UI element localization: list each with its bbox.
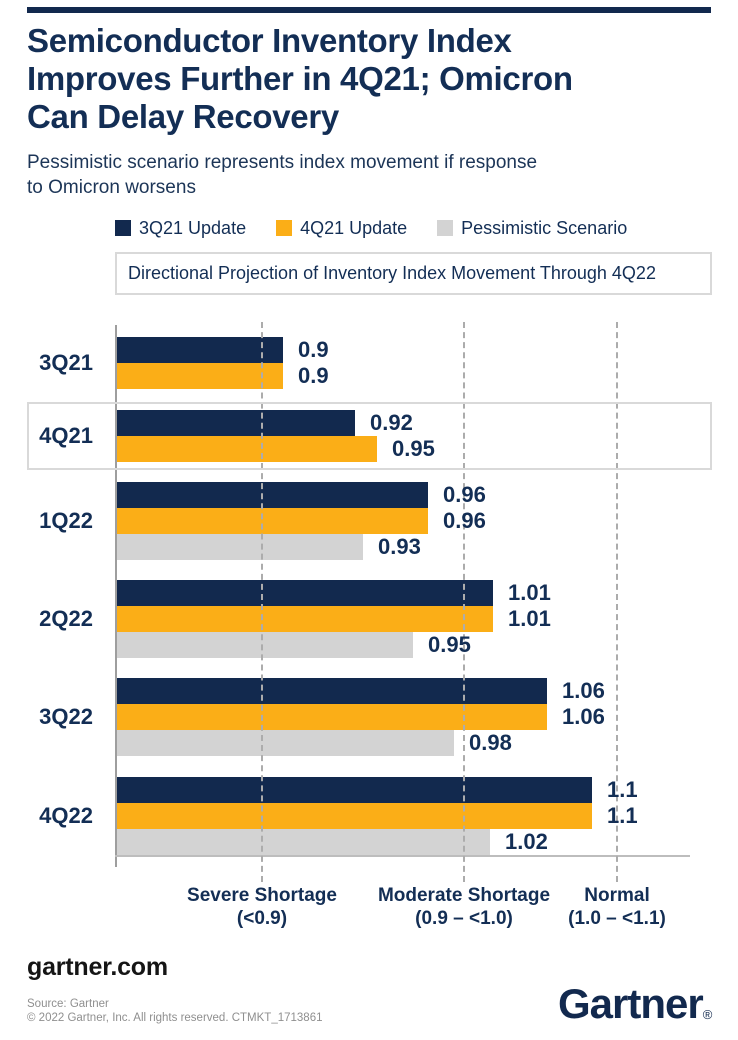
zone-label-range: (1.0 – <1.1): [568, 908, 666, 929]
bar-value-1q22-pessimistic-scenario: 0.93: [378, 534, 421, 559]
bar-value-2q22-4q21-update: 1.01: [508, 606, 551, 631]
bar-value-1q22-3q21-update: 0.96: [443, 482, 486, 507]
category-label-3q21: 3Q21: [39, 350, 93, 375]
bar-value-3q22-4q21-update: 1.06: [562, 704, 605, 729]
source-line: Source: Gartner: [27, 998, 109, 1010]
page-subtitle: Pessimistic scenario represents index mo…: [27, 152, 538, 198]
bar-1q22-3q21-update: [117, 482, 428, 508]
top-accent-bar: [27, 7, 711, 13]
x-axis-line: [115, 855, 690, 857]
legend-item-pessimistic-scenario: Pessimistic Scenario: [437, 218, 627, 239]
bar-3q21-4q21-update: [117, 363, 283, 389]
bar-value-4q21-4q21-update: 0.95: [392, 436, 435, 461]
bar-1q22-4q21-update: [117, 508, 428, 534]
bar-value-4q22-3q21-update: 1.1: [607, 777, 638, 802]
gartner-com-link[interactable]: gartner.com: [27, 953, 168, 981]
bar-value-3q22-3q21-update: 1.06: [562, 678, 605, 703]
category-label-3q22: 3Q22: [39, 704, 93, 729]
x-axis-zone-label-normal: Normal (1.0 – <1.1): [497, 884, 737, 930]
category-label-2q22: 2Q22: [39, 606, 93, 631]
bar-value-4q22-4q21-update: 1.1: [607, 803, 638, 828]
zone-gridline-1: [463, 322, 465, 882]
copyright-line: © 2022 Gartner, Inc. All rights reserved…: [27, 1012, 323, 1024]
page-title: Semiconductor Inventory Index Improves F…: [27, 22, 573, 135]
chart-legend: 3Q21 Update 4Q21 Update Pessimistic Scen…: [115, 218, 715, 238]
bar-2q22-4q21-update: [117, 606, 493, 632]
chart-caption-box: Directional Projection of Inventory Inde…: [115, 252, 712, 295]
chart-caption-text: Directional Projection of Inventory Inde…: [128, 263, 656, 283]
legend-swatch-gray: [437, 220, 454, 236]
category-label-4q22: 4Q22: [39, 803, 93, 828]
bar-2q22-3q21-update: [117, 580, 493, 606]
bar-value-3q22-pessimistic-scenario: 0.98: [469, 730, 512, 755]
x-axis-zone-label-moderate-shortage: Moderate Shortage (0.9 – <1.0): [344, 884, 584, 930]
bar-4q22-3q21-update: [117, 777, 592, 803]
bar-value-2q22-pessimistic-scenario: 0.95: [428, 632, 471, 657]
bar-value-3q21-3q21-update: 0.9: [298, 337, 329, 362]
legend-label: Pessimistic Scenario: [461, 217, 628, 238]
bar-value-4q22-pessimistic-scenario: 1.02: [505, 829, 548, 854]
bar-value-4q21-3q21-update: 0.92: [370, 410, 413, 435]
bar-4q22-4q21-update: [117, 803, 592, 829]
bar-value-1q22-4q21-update: 0.96: [443, 508, 486, 533]
zone-label-range: (<0.9): [236, 908, 288, 929]
zone-label-name: Normal: [584, 885, 650, 906]
bar-value-3q21-4q21-update: 0.9: [298, 363, 329, 388]
legend-swatch-navy: [115, 220, 131, 236]
bar-3q22-4q21-update: [117, 704, 547, 730]
zone-gridline-0: [261, 322, 263, 882]
bar-4q21-3q21-update: [117, 410, 355, 436]
category-label-4q21: 4Q21: [39, 423, 93, 448]
y-axis-line: [115, 325, 117, 867]
source-attribution: Source: Gartner © 2022 Gartner, Inc. All…: [27, 997, 322, 1025]
bar-4q21-4q21-update: [117, 436, 377, 462]
zone-gridline-2: [616, 322, 618, 882]
legend-label: 3Q21 Update: [139, 217, 247, 238]
bar-4q22-pessimistic-scenario: [117, 829, 490, 855]
legend-item-3q21-update: 3Q21 Update: [115, 218, 246, 239]
bar-3q22-3q21-update: [117, 678, 547, 704]
bar-2q22-pessimistic-scenario: [117, 632, 413, 658]
zone-label-name: Moderate Shortage: [377, 885, 551, 906]
category-label-1q22: 1Q22: [39, 508, 93, 533]
gartner-logo-text: Gartner: [558, 980, 704, 1027]
bar-3q21-3q21-update: [117, 337, 283, 363]
x-axis-zone-label-severe-shortage: Severe Shortage (<0.9): [142, 884, 382, 930]
bar-3q22-pessimistic-scenario: [117, 730, 454, 756]
legend-label: 4Q21 Update: [300, 217, 408, 238]
zone-label-name: Severe Shortage: [187, 885, 337, 906]
legend-swatch-orange: [276, 220, 293, 236]
zone-label-range: (0.9 – <1.0): [415, 908, 513, 929]
registered-trademark-icon: ®: [702, 1007, 713, 1022]
legend-item-4q21-update: 4Q21 Update: [276, 218, 407, 239]
bar-1q22-pessimistic-scenario: [117, 534, 363, 560]
gartner-logo: Gartner®: [558, 980, 718, 1028]
bar-value-2q22-3q21-update: 1.01: [508, 580, 551, 605]
